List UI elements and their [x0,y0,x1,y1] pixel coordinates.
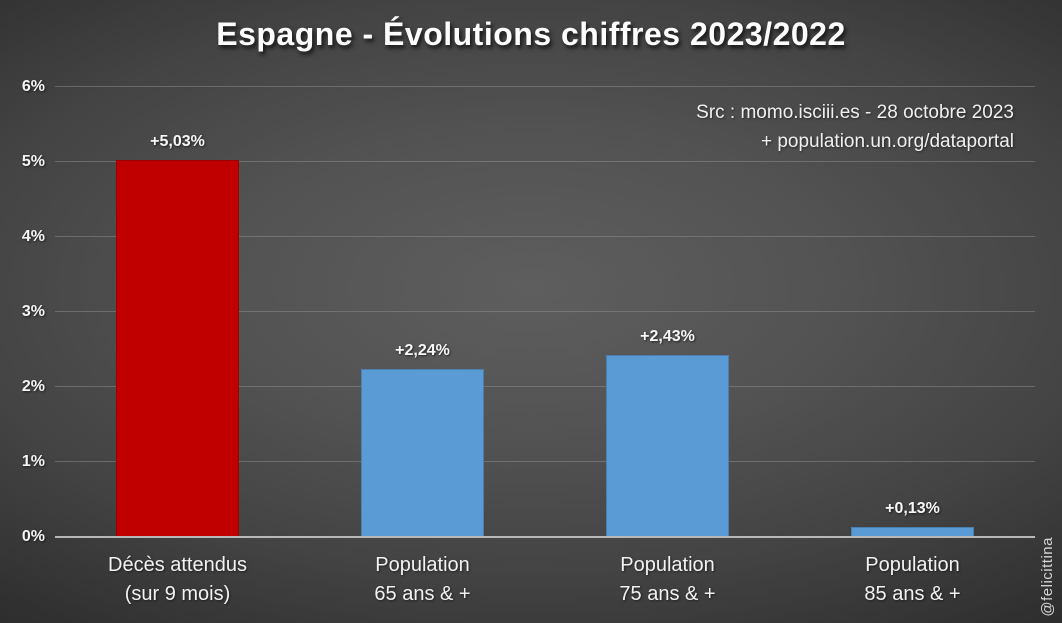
y-tick-label-5%: 5% [21,153,45,170]
chart-title: Espagne - Évolutions chiffres 2023/2022 [216,16,846,52]
source-note: Src : momo.isciii.es - 28 octobre 2023 +… [696,98,1014,157]
bar-value-label-3: +0,13% [885,500,940,518]
bar-value-label-1: +2,24% [395,342,450,359]
gridline-3% [55,311,1035,312]
gridline-6% [55,86,1035,87]
gridline-2% [55,386,1035,387]
bar-rect-1 [361,369,484,537]
gridline-4% [55,236,1035,237]
plot-area: +5,03% +2,24% +2,43% +0,13% [55,86,1035,538]
bar-0: +5,03% [116,87,239,537]
y-axis: 0% 1% 2% 3% 4% 5% 6% [0,78,45,545]
bar-rect-0 [116,159,239,537]
bar-3: +0,13% [851,87,974,537]
gridline-5% [55,161,1035,162]
bar-rect-2 [606,354,729,537]
bar-1: +2,24% [361,87,484,537]
y-tick-label-3%: 3% [21,303,45,320]
bar-2: +2,43% [606,87,729,537]
y-tick-label-0%: 0% [21,528,45,545]
y-tick-label-4%: 4% [21,228,45,245]
y-tick-label-2%: 2% [21,378,45,395]
source-line-1: Src : momo.isciii.es - 28 octobre 2023 [696,102,1014,123]
y-tick-label-6%: 6% [21,78,45,95]
bar-rect-3 [851,527,974,537]
y-tick-label-1%: 1% [21,453,45,470]
x-category-label-2: Population 75 ans & + [619,554,716,605]
x-category-label-1: Population 65 ans & + [374,554,471,605]
source-line-2: + population.un.org/dataportal [760,131,1014,153]
watermark: @felicittina [1039,537,1056,617]
x-category-label-0: Décès attendus (sur 9 mois) [108,554,247,605]
bar-value-label-2: +2,43% [640,327,695,345]
x-category-label-3: Population 85 ans & + [864,554,961,605]
bar-value-label-0: +5,03% [150,132,205,150]
x-axis-line [55,536,1035,538]
gridline-1% [55,461,1035,462]
